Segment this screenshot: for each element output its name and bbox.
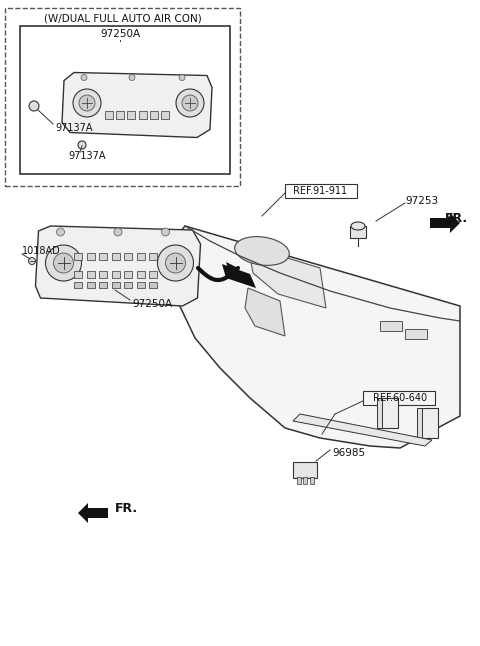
Ellipse shape bbox=[351, 222, 365, 230]
Bar bbox=[136, 282, 144, 288]
Bar bbox=[150, 111, 158, 119]
Polygon shape bbox=[62, 72, 212, 138]
Polygon shape bbox=[248, 246, 326, 308]
Bar bbox=[149, 253, 157, 260]
Bar bbox=[303, 477, 307, 484]
Text: 97250A: 97250A bbox=[132, 299, 172, 309]
Ellipse shape bbox=[235, 236, 289, 266]
Circle shape bbox=[46, 245, 82, 281]
Circle shape bbox=[161, 228, 169, 236]
Circle shape bbox=[179, 74, 185, 81]
Text: 97250A: 97250A bbox=[100, 29, 140, 39]
Text: 97137A: 97137A bbox=[55, 123, 93, 133]
Bar bbox=[293, 462, 317, 478]
Bar bbox=[20, 26, 230, 174]
Bar bbox=[86, 282, 95, 288]
Bar bbox=[5, 8, 240, 186]
Bar bbox=[86, 271, 95, 278]
Bar bbox=[127, 111, 135, 119]
Bar bbox=[86, 253, 95, 260]
Bar bbox=[161, 111, 169, 119]
Bar bbox=[124, 282, 132, 288]
Bar bbox=[111, 271, 120, 278]
Bar bbox=[105, 111, 113, 119]
Bar bbox=[99, 271, 107, 278]
Bar bbox=[124, 253, 132, 260]
Polygon shape bbox=[226, 262, 238, 274]
Bar bbox=[99, 282, 107, 288]
Circle shape bbox=[129, 74, 135, 81]
Bar bbox=[380, 321, 402, 331]
Polygon shape bbox=[36, 226, 201, 306]
Bar bbox=[363, 391, 435, 405]
Bar bbox=[124, 271, 132, 278]
Circle shape bbox=[57, 228, 64, 236]
Text: 97137A: 97137A bbox=[68, 151, 106, 161]
Circle shape bbox=[78, 141, 86, 149]
Bar bbox=[417, 408, 422, 438]
Text: 96985: 96985 bbox=[332, 448, 365, 458]
Circle shape bbox=[182, 95, 198, 111]
Circle shape bbox=[73, 89, 101, 117]
Circle shape bbox=[114, 228, 122, 236]
Bar bbox=[285, 184, 357, 198]
Polygon shape bbox=[245, 288, 285, 336]
Bar bbox=[111, 253, 120, 260]
Bar bbox=[149, 271, 157, 278]
Text: 1018AD: 1018AD bbox=[22, 246, 61, 256]
Bar bbox=[350, 226, 366, 238]
Circle shape bbox=[81, 74, 87, 81]
Bar bbox=[136, 253, 144, 260]
Bar bbox=[74, 282, 82, 288]
Bar bbox=[74, 253, 82, 260]
Text: (W/DUAL FULL AUTO AIR CON): (W/DUAL FULL AUTO AIR CON) bbox=[44, 13, 202, 23]
Text: REF.60-640: REF.60-640 bbox=[373, 393, 427, 403]
Text: 97253: 97253 bbox=[405, 196, 438, 206]
Bar bbox=[74, 271, 82, 278]
Circle shape bbox=[176, 89, 204, 117]
Bar bbox=[99, 253, 107, 260]
Bar bbox=[116, 111, 124, 119]
Bar bbox=[139, 111, 146, 119]
Text: REF.91-911: REF.91-911 bbox=[293, 186, 347, 196]
Circle shape bbox=[166, 253, 185, 273]
Bar bbox=[136, 271, 144, 278]
Bar bbox=[310, 477, 314, 484]
Text: FR.: FR. bbox=[115, 501, 138, 514]
Bar bbox=[377, 398, 382, 428]
Bar bbox=[297, 477, 301, 484]
Polygon shape bbox=[222, 264, 256, 288]
Circle shape bbox=[53, 253, 73, 273]
Polygon shape bbox=[430, 213, 460, 233]
Bar bbox=[111, 282, 120, 288]
Bar bbox=[380, 398, 398, 428]
Circle shape bbox=[79, 95, 95, 111]
Bar bbox=[420, 408, 438, 438]
Circle shape bbox=[28, 258, 36, 264]
Polygon shape bbox=[293, 414, 432, 446]
Text: FR.: FR. bbox=[445, 211, 468, 225]
Circle shape bbox=[157, 245, 193, 281]
Polygon shape bbox=[78, 503, 108, 523]
Bar bbox=[405, 329, 427, 339]
Circle shape bbox=[29, 101, 39, 111]
Bar bbox=[149, 282, 157, 288]
Polygon shape bbox=[175, 226, 460, 448]
